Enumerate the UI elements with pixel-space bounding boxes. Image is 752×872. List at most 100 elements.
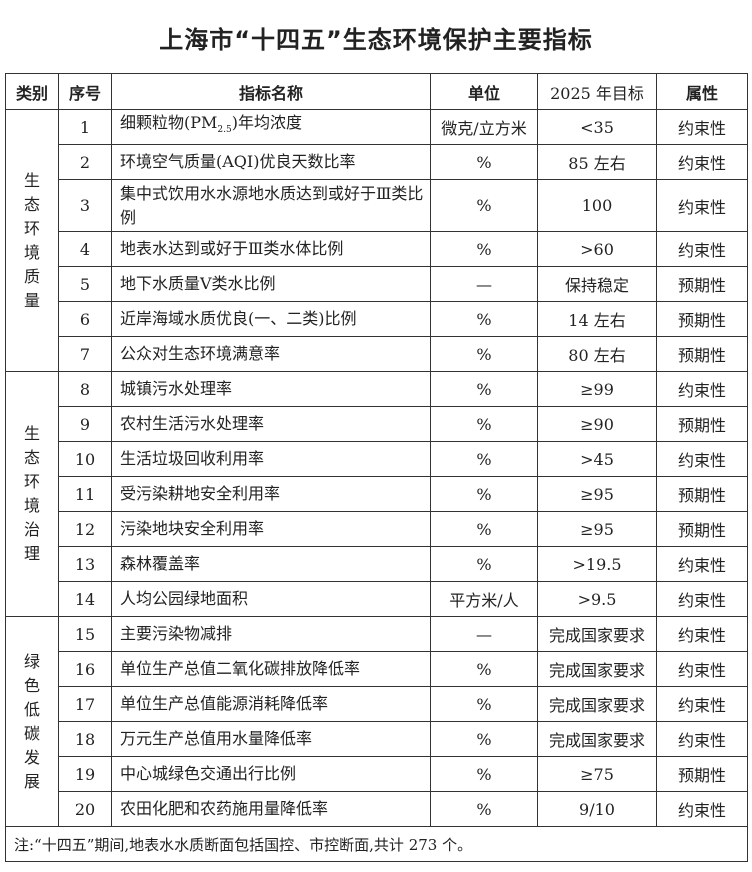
table-row: 生态环境质量 1 细颗粒物(PM2.5)年均浓度 微克/立方米 <35 约束性: [5, 109, 748, 372]
row-number: 1: [58, 109, 112, 145]
target-cell: 9/10: [537, 791, 657, 827]
unit-cell: %: [430, 371, 538, 407]
indicator-name: 单位生产总值能源消耗降低率: [111, 686, 431, 722]
table-row: 7 公众对生态环境满意率% 80 左右 预期性: [6, 336, 748, 372]
attribute-cell: 约束性: [656, 686, 748, 722]
category-cell: 生态环境质量: [5, 109, 59, 372]
attribute-cell: 预期性: [656, 336, 748, 372]
attribute-cell: 预期性: [656, 756, 748, 792]
table-row: 5 地下水质量Ⅴ类水比例 — 保持稳定 预期性: [6, 266, 748, 302]
indicator-name: 近岸海域水质优良(一、二类)比例: [111, 301, 431, 337]
indicator-name: 中心城绿色交通出行比例: [111, 756, 431, 792]
row-number: 19: [58, 756, 112, 792]
category-label: 生态环境治理: [24, 424, 41, 563]
attribute-cell: 预期性: [656, 476, 748, 512]
unit-cell: —: [430, 616, 538, 652]
row-number: 18: [58, 721, 112, 757]
indicator-name: 环境空气质量(AQI)优良天数比率: [111, 144, 431, 180]
row-number: 14: [58, 581, 112, 617]
target-cell: ≥90: [537, 406, 657, 442]
target-cell: >19.5: [537, 546, 657, 582]
table-row: 16 单位生产总值二氧化碳排放降低率% 完成国家要求 约束性: [6, 651, 748, 687]
category-label: 绿色低碳发展: [24, 651, 41, 791]
attribute-cell: 预期性: [656, 301, 748, 337]
unit-cell: %: [430, 756, 538, 792]
indicator-table: 类别 序号 指标名称 单位 2025 年目标 属性 生态环境质量 1 细颗粒物(PM…: [5, 73, 748, 862]
attribute-cell: 约束性: [656, 231, 748, 267]
header-attribute: 属性: [656, 73, 748, 110]
indicator-name: 万元生产总值用水量降低率: [111, 721, 431, 757]
unit-cell: %: [430, 721, 538, 757]
indicator-name: 森林覆盖率: [111, 546, 431, 582]
target-cell: >60: [537, 231, 657, 267]
table-row: 6 近岸海域水质优良(一、二类)比例% 14 左右 预期性: [6, 301, 748, 337]
target-cell: ≥75: [537, 756, 657, 792]
unit-cell: %: [430, 511, 538, 547]
indicator-name: 单位生产总值二氧化碳排放降低率: [111, 651, 431, 687]
table-row: 19 中心城绿色交通出行比例% ≥75 预期性: [6, 756, 748, 792]
attribute-cell: 预期性: [656, 266, 748, 302]
header-row: 类别 序号 指标名称 单位 2025 年目标 属性: [5, 73, 748, 110]
table-row: 4 地表水达到或好于Ⅲ类水体比例% >60 约束性: [6, 231, 748, 267]
target-cell: 100: [537, 179, 657, 232]
unit-cell: %: [430, 441, 538, 477]
attribute-cell: 约束性: [656, 109, 748, 145]
table-row: 3 集中式饮用水水源地水质达到或好于Ⅲ类比例% 100 约束性: [6, 179, 748, 232]
table-row: 12 污染地块安全利用率% ≥95 预期性: [6, 511, 748, 547]
table-row: 17 单位生产总值能源消耗降低率% 完成国家要求 约束性: [6, 686, 748, 722]
target-cell: >45: [537, 441, 657, 477]
indicator-name: 农田化肥和农药施用量降低率: [111, 791, 431, 827]
header-indicator: 指标名称: [111, 73, 431, 110]
header-category: 类别: [5, 73, 59, 110]
unit-cell: %: [430, 301, 538, 337]
header-unit: 单位: [430, 73, 538, 110]
indicator-name: 农村生活污水处理率: [111, 406, 431, 442]
table-row: 绿色低碳发展 15 主要污染物减排 — 完成国家要求 约束性: [5, 616, 748, 827]
row-number: 13: [58, 546, 112, 582]
indicator-name: 生活垃圾回收利用率: [111, 441, 431, 477]
row-number: 9: [58, 406, 112, 442]
attribute-cell: 约束性: [656, 791, 748, 827]
table-row: 14 人均公园绿地面积 平方米/人 >9.5 约束性: [6, 581, 748, 617]
unit-cell: %: [430, 406, 538, 442]
table-row: 10 生活垃圾回收利用率% >45 约束性: [6, 441, 748, 477]
indicator-name: 人均公园绿地面积: [111, 581, 431, 617]
indicator-name: 污染地块安全利用率: [111, 511, 431, 547]
unit-cell: %: [430, 476, 538, 512]
target-cell: 保持稳定: [537, 266, 657, 302]
attribute-cell: 约束性: [656, 721, 748, 757]
target-cell: ≥99: [537, 371, 657, 407]
unit-cell: 微克/立方米: [430, 109, 538, 145]
row-number: 17: [58, 686, 112, 722]
row-number: 20: [58, 791, 112, 827]
unit-cell: %: [430, 651, 538, 687]
unit-cell: %: [430, 144, 538, 180]
row-number: 15: [58, 616, 112, 652]
row-number: 8: [58, 371, 112, 407]
unit-cell: 平方米/人: [430, 581, 538, 617]
table-row: 2 环境空气质量(AQI)优良天数比率% 85 左右 约束性: [6, 144, 748, 180]
row-number: 16: [58, 651, 112, 687]
attribute-cell: 约束性: [656, 441, 748, 477]
indicator-name: 细颗粒物(PM2.5)年均浓度: [111, 109, 431, 145]
target-cell: ≥95: [537, 476, 657, 512]
category-cell: 绿色低碳发展: [5, 616, 59, 827]
row-number: 2: [58, 144, 112, 180]
row-number: 5: [58, 266, 112, 302]
attribute-cell: 约束性: [656, 179, 748, 232]
attribute-cell: 约束性: [656, 371, 748, 407]
table-row: 20 农田化肥和农药施用量降低率% 9/10 约束性: [6, 791, 748, 827]
attribute-cell: 预期性: [656, 511, 748, 547]
indicator-name: 主要污染物减排: [111, 616, 431, 652]
target-cell: 14 左右: [537, 301, 657, 337]
table-row: 生态环境治理 8 城镇污水处理率% ≥99 约束性: [5, 371, 748, 617]
target-cell: 完成国家要求: [537, 686, 657, 722]
unit-cell: %: [430, 336, 538, 372]
unit-cell: %: [430, 231, 538, 267]
row-number: 10: [58, 441, 112, 477]
attribute-cell: 约束性: [656, 144, 748, 180]
target-cell: 完成国家要求: [537, 651, 657, 687]
target-cell: <35: [537, 109, 657, 145]
indicator-name: 公众对生态环境满意率: [111, 336, 431, 372]
attribute-cell: 预期性: [656, 406, 748, 442]
